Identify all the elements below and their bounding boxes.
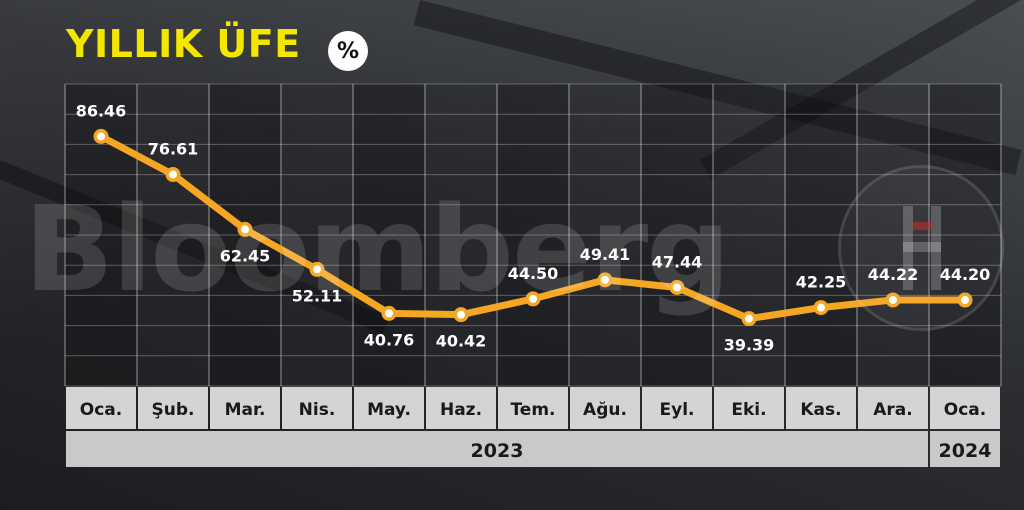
data-point bbox=[601, 275, 609, 284]
x-tick-label: Haz. bbox=[440, 400, 482, 420]
data-label: 47.44 bbox=[652, 253, 703, 272]
data-point bbox=[673, 283, 681, 292]
data-label: 76.61 bbox=[148, 140, 199, 159]
plot-column bbox=[569, 84, 641, 386]
data-point bbox=[97, 132, 105, 141]
data-point bbox=[169, 170, 177, 179]
x-tick-label: Kas. bbox=[800, 400, 841, 420]
channel-logo-icon bbox=[838, 165, 1004, 331]
x-axis: Oca. Şub. Mar. Nis. May. Haz. Tem. Ağu. Eyl. Eki.… bbox=[66, 387, 1000, 467]
data-point bbox=[241, 225, 249, 234]
x-tick-label: Oca. bbox=[944, 400, 986, 420]
data-label: 40.42 bbox=[436, 332, 487, 351]
plot-column bbox=[497, 84, 569, 386]
x-tick-label: Nis. bbox=[299, 400, 336, 420]
category-cell bbox=[642, 387, 712, 429]
year-cell bbox=[66, 431, 928, 467]
x-tick-label: Ara. bbox=[873, 400, 912, 420]
category-cell bbox=[138, 387, 208, 429]
data-label: 40.76 bbox=[364, 330, 415, 349]
plot-column bbox=[641, 84, 713, 386]
category-cell bbox=[858, 387, 928, 429]
category-cell bbox=[930, 387, 1000, 429]
data-label: 42.25 bbox=[796, 273, 847, 292]
category-cell bbox=[786, 387, 856, 429]
data-label: 62.45 bbox=[220, 246, 271, 265]
plot-column bbox=[281, 84, 353, 386]
data-label: 86.46 bbox=[76, 101, 127, 120]
data-point bbox=[385, 309, 393, 318]
x-tick-label: Eyl. bbox=[660, 400, 695, 420]
x-tick-label: Şub. bbox=[152, 400, 195, 420]
plot-column bbox=[137, 84, 209, 386]
category-cell bbox=[714, 387, 784, 429]
data-label: 39.39 bbox=[724, 336, 775, 355]
data-labels: 86.46 76.61 62.45 52.11 40.76 40.42 44.50 49.41… bbox=[76, 101, 991, 354]
plot-column bbox=[353, 84, 425, 386]
data-label: 44.50 bbox=[508, 264, 559, 283]
year-label: 2023 bbox=[471, 440, 524, 462]
year-label: 2024 bbox=[939, 440, 992, 462]
category-cell bbox=[426, 387, 496, 429]
year-cell bbox=[930, 431, 1000, 467]
data-point bbox=[817, 303, 825, 312]
x-tick-label: Ağu. bbox=[583, 400, 627, 420]
unit-badge: % bbox=[328, 31, 368, 71]
x-tick-label: Eki. bbox=[731, 400, 766, 420]
x-tick-label: May. bbox=[367, 400, 411, 420]
plot-column bbox=[425, 84, 497, 386]
data-point bbox=[529, 294, 537, 303]
plot-column bbox=[713, 84, 785, 386]
category-cell bbox=[498, 387, 568, 429]
x-tick-label: Tem. bbox=[510, 400, 555, 420]
grid bbox=[64, 83, 1002, 387]
data-label: 49.41 bbox=[580, 245, 631, 264]
data-point bbox=[313, 265, 321, 274]
category-cell bbox=[66, 387, 136, 429]
category-cell bbox=[570, 387, 640, 429]
data-label: 52.11 bbox=[292, 286, 343, 305]
chart-title: YILLIK ÜFE bbox=[66, 22, 301, 66]
x-tick-label: Mar. bbox=[225, 400, 266, 420]
category-cell bbox=[210, 387, 280, 429]
category-cell bbox=[282, 387, 352, 429]
data-point bbox=[745, 314, 753, 323]
data-point bbox=[457, 310, 465, 319]
category-cell bbox=[354, 387, 424, 429]
x-tick-label: Oca. bbox=[80, 400, 122, 420]
